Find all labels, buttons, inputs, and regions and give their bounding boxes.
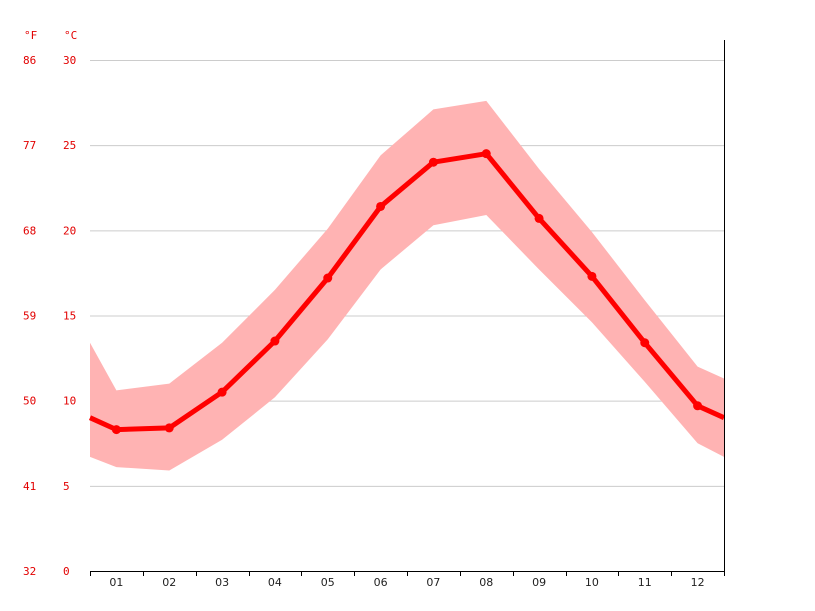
- y-tick-celsius: 0: [63, 565, 70, 578]
- temperature-band-area: [90, 100, 724, 471]
- y-tick-celsius: 15: [63, 310, 76, 323]
- x-tick-label: 03: [215, 576, 229, 589]
- x-tick-labels: 01 02 03 04 05 06 07 08 09 10 11 12: [109, 576, 704, 589]
- y-tick-fahrenheit: 32: [23, 565, 36, 578]
- y-tick-fahrenheit: 50: [23, 395, 36, 408]
- data-point-06: [376, 201, 386, 211]
- x-tick-label: 01: [109, 576, 123, 589]
- average-temperature-line: [88, 149, 726, 435]
- x-tick-label: 11: [638, 576, 652, 589]
- y-tick-fahrenheit: 68: [23, 224, 36, 237]
- y-tick-fahrenheit: 77: [23, 139, 36, 152]
- x-tick-label: 12: [691, 576, 705, 589]
- y-tick-celsius: 25: [63, 139, 76, 152]
- data-point-05: [323, 273, 333, 283]
- y-tick-celsius: 10: [63, 395, 76, 408]
- data-point-03: [217, 387, 227, 397]
- y-tick-celsius: 20: [63, 224, 76, 237]
- data-point-11: [640, 338, 650, 348]
- data-point-07: [428, 157, 438, 167]
- data-point-01: [111, 425, 121, 435]
- data-point-02: [164, 423, 174, 433]
- temperature-range-band: [90, 100, 724, 471]
- x-tick-label: 07: [426, 576, 440, 589]
- data-point-04: [270, 336, 280, 346]
- celsius-unit-label: °C: [64, 29, 77, 42]
- x-tick-label: 02: [162, 576, 176, 589]
- x-tick-label: 05: [321, 576, 335, 589]
- x-tick-label: 08: [479, 576, 493, 589]
- data-point-09: [534, 213, 544, 223]
- y-tick-celsius: 5: [63, 480, 70, 493]
- average-temperature-path: [88, 151, 726, 433]
- x-tick-label: 04: [268, 576, 282, 589]
- data-point-10: [587, 271, 597, 281]
- y-tick-celsius: 30: [63, 54, 76, 67]
- y-tick-fahrenheit: 59: [23, 310, 36, 323]
- data-point-12: [693, 401, 703, 411]
- fahrenheit-unit-label: °F: [24, 29, 37, 42]
- x-tick-label: 06: [374, 576, 388, 589]
- axes: [90, 40, 725, 576]
- y-tick-labels: 86 30 77 25 68 20 59 15 50 10 41 5 32 0: [23, 54, 76, 578]
- x-tick-label: 10: [585, 576, 599, 589]
- x-tick-label: 09: [532, 576, 546, 589]
- data-point-08: [481, 149, 491, 159]
- y-tick-fahrenheit: 86: [23, 54, 36, 67]
- y-tick-fahrenheit: 41: [23, 480, 36, 493]
